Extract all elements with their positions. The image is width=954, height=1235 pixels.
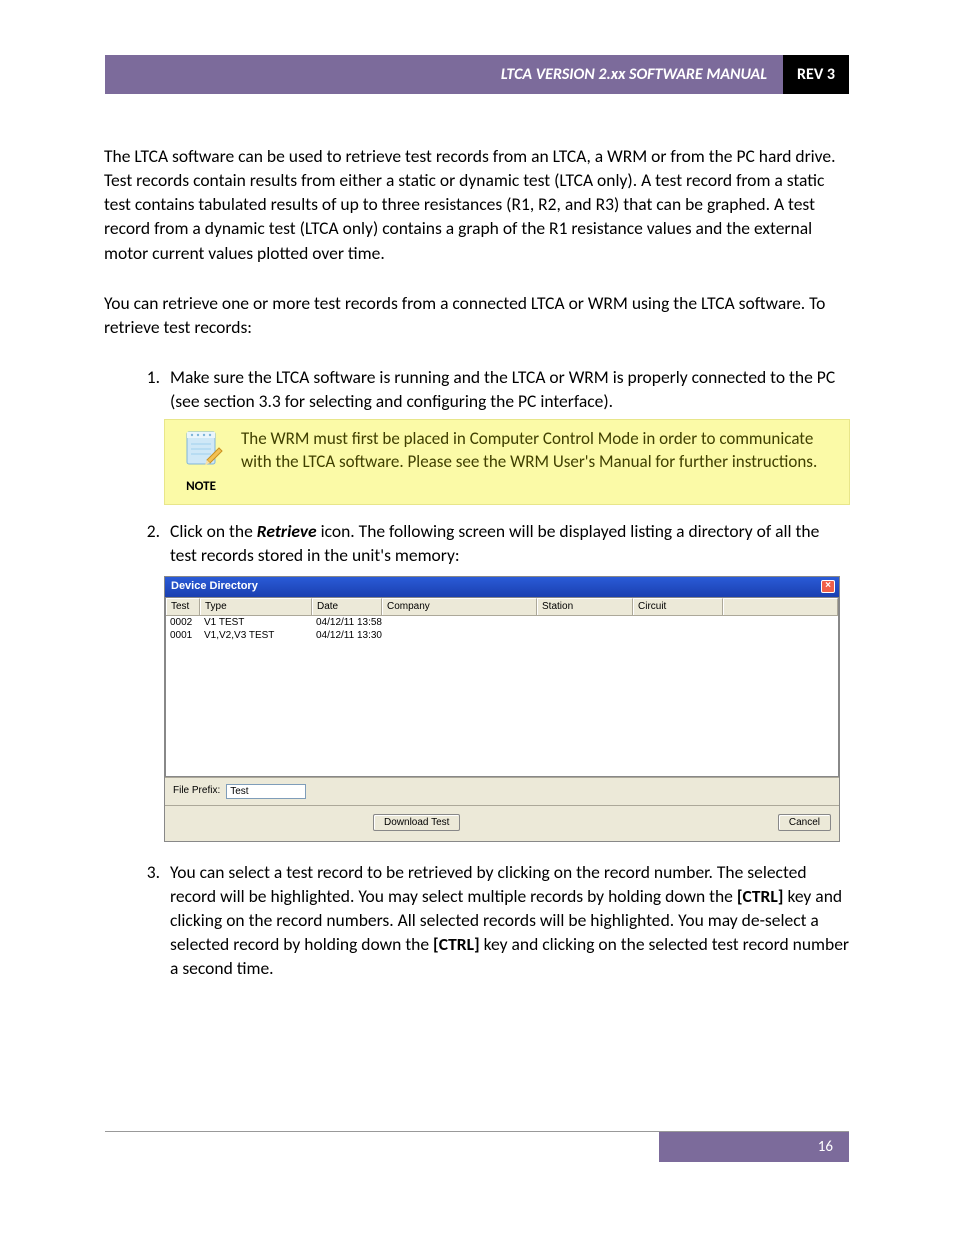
grid-column-header[interactable]: Circuit (633, 598, 723, 615)
table-row[interactable]: 0001V1,V2,V3 TEST04/12/11 13:30 (166, 629, 838, 643)
note-text: The WRM must first be placed in Computer… (241, 426, 839, 474)
record-grid: TestTypeDateCompanyStationCircuit 0002V1… (165, 597, 839, 777)
ctrl-key-1: [CTRL] (737, 885, 784, 907)
grid-column-header[interactable]: Station (537, 598, 633, 615)
device-directory-window: Device Directory × TestTypeDateCompanySt… (164, 576, 840, 842)
dialog-button-bar: Download Test Cancel (165, 805, 839, 841)
retrieve-keyword: Retrieve (257, 520, 317, 542)
table-cell: V1,V2,V3 TEST (200, 629, 312, 643)
grid-header-row: TestTypeDateCompanyStationCircuit (166, 598, 838, 616)
intro-paragraph-2: You can retrieve one or more test record… (104, 291, 850, 339)
table-cell: V1 TEST (200, 616, 312, 630)
note-label: NOTE (186, 478, 216, 496)
table-cell (537, 616, 633, 630)
grid-column-header[interactable]: Date (312, 598, 382, 615)
table-cell: 04/12/11 13:30 (312, 629, 382, 643)
file-prefix-label: File Prefix: (173, 784, 220, 798)
table-cell (723, 616, 838, 630)
table-cell: 0002 (166, 616, 200, 630)
close-icon[interactable]: × (821, 580, 835, 593)
file-prefix-input[interactable] (226, 784, 306, 799)
cancel-button[interactable]: Cancel (778, 814, 831, 831)
step-2-text-a: Click on the (170, 520, 257, 542)
table-row[interactable]: 0002V1 TEST04/12/11 13:58 (166, 616, 838, 630)
note-callout: NOTE The WRM must first be placed in Com… (164, 419, 850, 505)
download-test-button[interactable]: Download Test (373, 814, 460, 831)
steps-list: Make sure the LTCA software is running a… (132, 365, 850, 981)
window-title: Device Directory (171, 579, 258, 594)
page-footer: 16 (105, 1131, 849, 1162)
step-3: You can select a test record to be retri… (164, 860, 850, 981)
header-rev: REV 3 (783, 55, 849, 94)
grid-column-header[interactable]: Company (382, 598, 537, 615)
notepad-icon (179, 426, 223, 476)
step-2: Click on the Retrieve icon. The followin… (164, 519, 850, 841)
table-cell (537, 629, 633, 643)
table-cell (723, 629, 838, 643)
step-1: Make sure the LTCA software is running a… (164, 365, 850, 505)
table-cell: 04/12/11 13:58 (312, 616, 382, 630)
intro-paragraph-1: The LTCA software can be used to retriev… (104, 144, 850, 265)
window-titlebar: Device Directory × (165, 577, 839, 597)
table-cell (633, 616, 723, 630)
grid-column-header[interactable]: Type (200, 598, 312, 615)
step-1-text: Make sure the LTCA software is running a… (170, 366, 835, 412)
grid-column-header[interactable]: Test (166, 598, 200, 615)
header-title: LTCA VERSION 2.xx SOFTWARE MANUAL (105, 55, 783, 94)
file-prefix-bar: File Prefix: (165, 777, 839, 805)
page-header: LTCA VERSION 2.xx SOFTWARE MANUAL REV 3 (105, 55, 849, 94)
page-number: 16 (659, 1132, 849, 1162)
table-cell: 0001 (166, 629, 200, 643)
table-cell (382, 616, 537, 630)
table-cell (382, 629, 537, 643)
table-cell (633, 629, 723, 643)
grid-column-header[interactable] (723, 598, 838, 615)
grid-body: 0002V1 TEST04/12/11 13:580001V1,V2,V3 TE… (166, 616, 838, 644)
ctrl-key-2: [CTRL] (433, 933, 480, 955)
step-3-text-a: You can select a test record to be retri… (170, 861, 807, 907)
